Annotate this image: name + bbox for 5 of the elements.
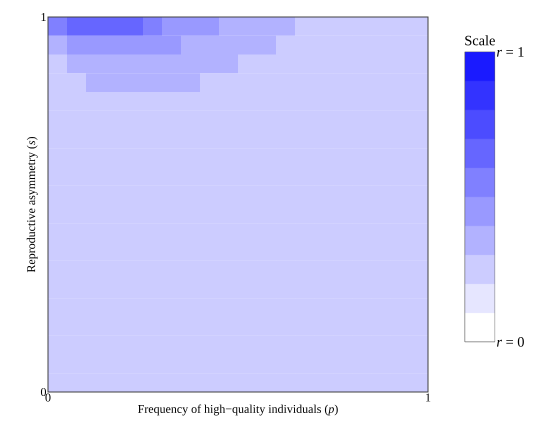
x-axis-title: Frequency of high−quality individuals (p) [138,404,338,416]
y-axis-title: Reproductive asymmetry (s) [26,136,38,272]
color-bar-label: r = 0 [496,337,524,347]
color-bar-title: Scale [465,35,495,46]
color-bar-label: r = 1 [496,47,524,57]
